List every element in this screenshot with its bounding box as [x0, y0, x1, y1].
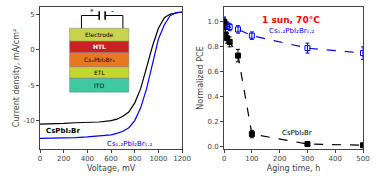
svg-text:0.0: 0.0	[208, 143, 219, 151]
svg-text:Voltage, mV: Voltage, mV	[87, 164, 136, 173]
svg-text:300: 300	[301, 155, 314, 163]
svg-text:100: 100	[245, 155, 258, 163]
svg-text:-10: -10	[23, 117, 34, 125]
svg-text:Electrode: Electrode	[85, 31, 114, 38]
svg-text:500: 500	[356, 155, 369, 163]
svg-text:0.2: 0.2	[208, 118, 219, 126]
svg-text:0.6: 0.6	[208, 68, 220, 76]
svg-text:Cs₁.₂PbI₂Br₁.₂: Cs₁.₂PbI₂Br₁.₂	[269, 27, 315, 35]
svg-text:*: *	[90, 8, 94, 16]
svg-text:0.4: 0.4	[208, 93, 220, 101]
svg-text:HTL: HTL	[93, 43, 106, 50]
svg-text:800: 800	[128, 155, 141, 163]
svg-text:600: 600	[104, 155, 117, 163]
svg-text:-: -	[111, 7, 114, 16]
svg-text:CsₓPbI₂Brₓ: CsₓPbI₂Brₓ	[84, 56, 115, 63]
svg-text:5: 5	[30, 11, 34, 19]
svg-text:200: 200	[273, 155, 286, 163]
svg-text:400: 400	[329, 155, 342, 163]
svg-text:Current density, mA/cm²: Current density, mA/cm²	[12, 29, 21, 127]
svg-text:0: 0	[222, 155, 226, 163]
svg-text:Cs₁.₂PbI₂Br₁.₂: Cs₁.₂PbI₂Br₁.₂	[107, 140, 153, 148]
svg-text:0: 0	[30, 46, 34, 54]
svg-text:CsPbI₂Br: CsPbI₂Br	[46, 127, 80, 135]
svg-text:Aging time, h: Aging time, h	[267, 164, 321, 173]
svg-text:Normalized PCE: Normalized PCE	[196, 46, 205, 109]
svg-text:-5: -5	[28, 82, 35, 90]
svg-text:200: 200	[57, 155, 70, 163]
svg-text:1000: 1000	[150, 155, 168, 163]
svg-text:400: 400	[81, 155, 94, 163]
svg-text:1.0: 1.0	[208, 18, 219, 26]
svg-text:ITO: ITO	[94, 82, 104, 89]
svg-text:1 sun, 70°C: 1 sun, 70°C	[262, 15, 320, 25]
svg-text:CsPbI₂Br: CsPbI₂Br	[282, 129, 312, 137]
svg-text:0: 0	[38, 155, 42, 163]
svg-text:0.8: 0.8	[208, 43, 219, 51]
svg-text:1200: 1200	[173, 155, 191, 163]
svg-text:ETL: ETL	[94, 69, 105, 76]
